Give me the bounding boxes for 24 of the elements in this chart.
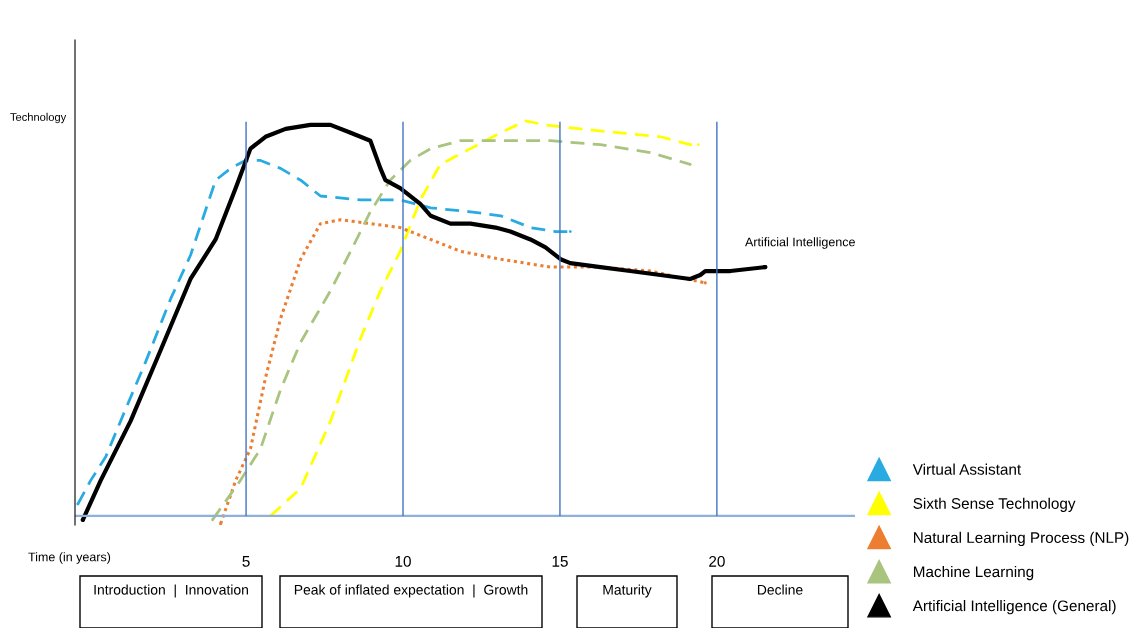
legend-label: Sixth Sense Technology — [913, 497, 1076, 512]
point — [219, 522, 223, 525]
point — [688, 163, 692, 166]
point — [211, 518, 214, 522]
legend-label: Natural Learning Process (NLP) — [913, 531, 1129, 547]
x-tick-label: 15 — [552, 556, 568, 567]
legend-label: Virtual Assistant — [912, 463, 1022, 475]
point — [703, 281, 707, 285]
x-axis-title: Time (in years) — [28, 552, 111, 564]
y-axis-title: Technology — [10, 112, 67, 124]
x-tick-label: 10 — [395, 555, 411, 567]
legend-label: Machine Learning — [913, 565, 1034, 581]
point — [763, 265, 768, 270]
point — [568, 230, 572, 233]
x-tick-label: 5 — [242, 556, 250, 567]
text: Introduction | Innovation — [94, 584, 248, 598]
text: Maturity — [603, 584, 652, 598]
legend-label: Artificial Intelligence (General) — [912, 600, 1116, 615]
annotation: Artificial Intelligence — [745, 237, 855, 249]
point — [80, 517, 85, 522]
text: Peak of inflated expectation | Growth — [294, 584, 528, 598]
x-tick-label: 20 — [709, 555, 725, 567]
text: Decline — [757, 584, 803, 595]
point — [696, 143, 700, 147]
